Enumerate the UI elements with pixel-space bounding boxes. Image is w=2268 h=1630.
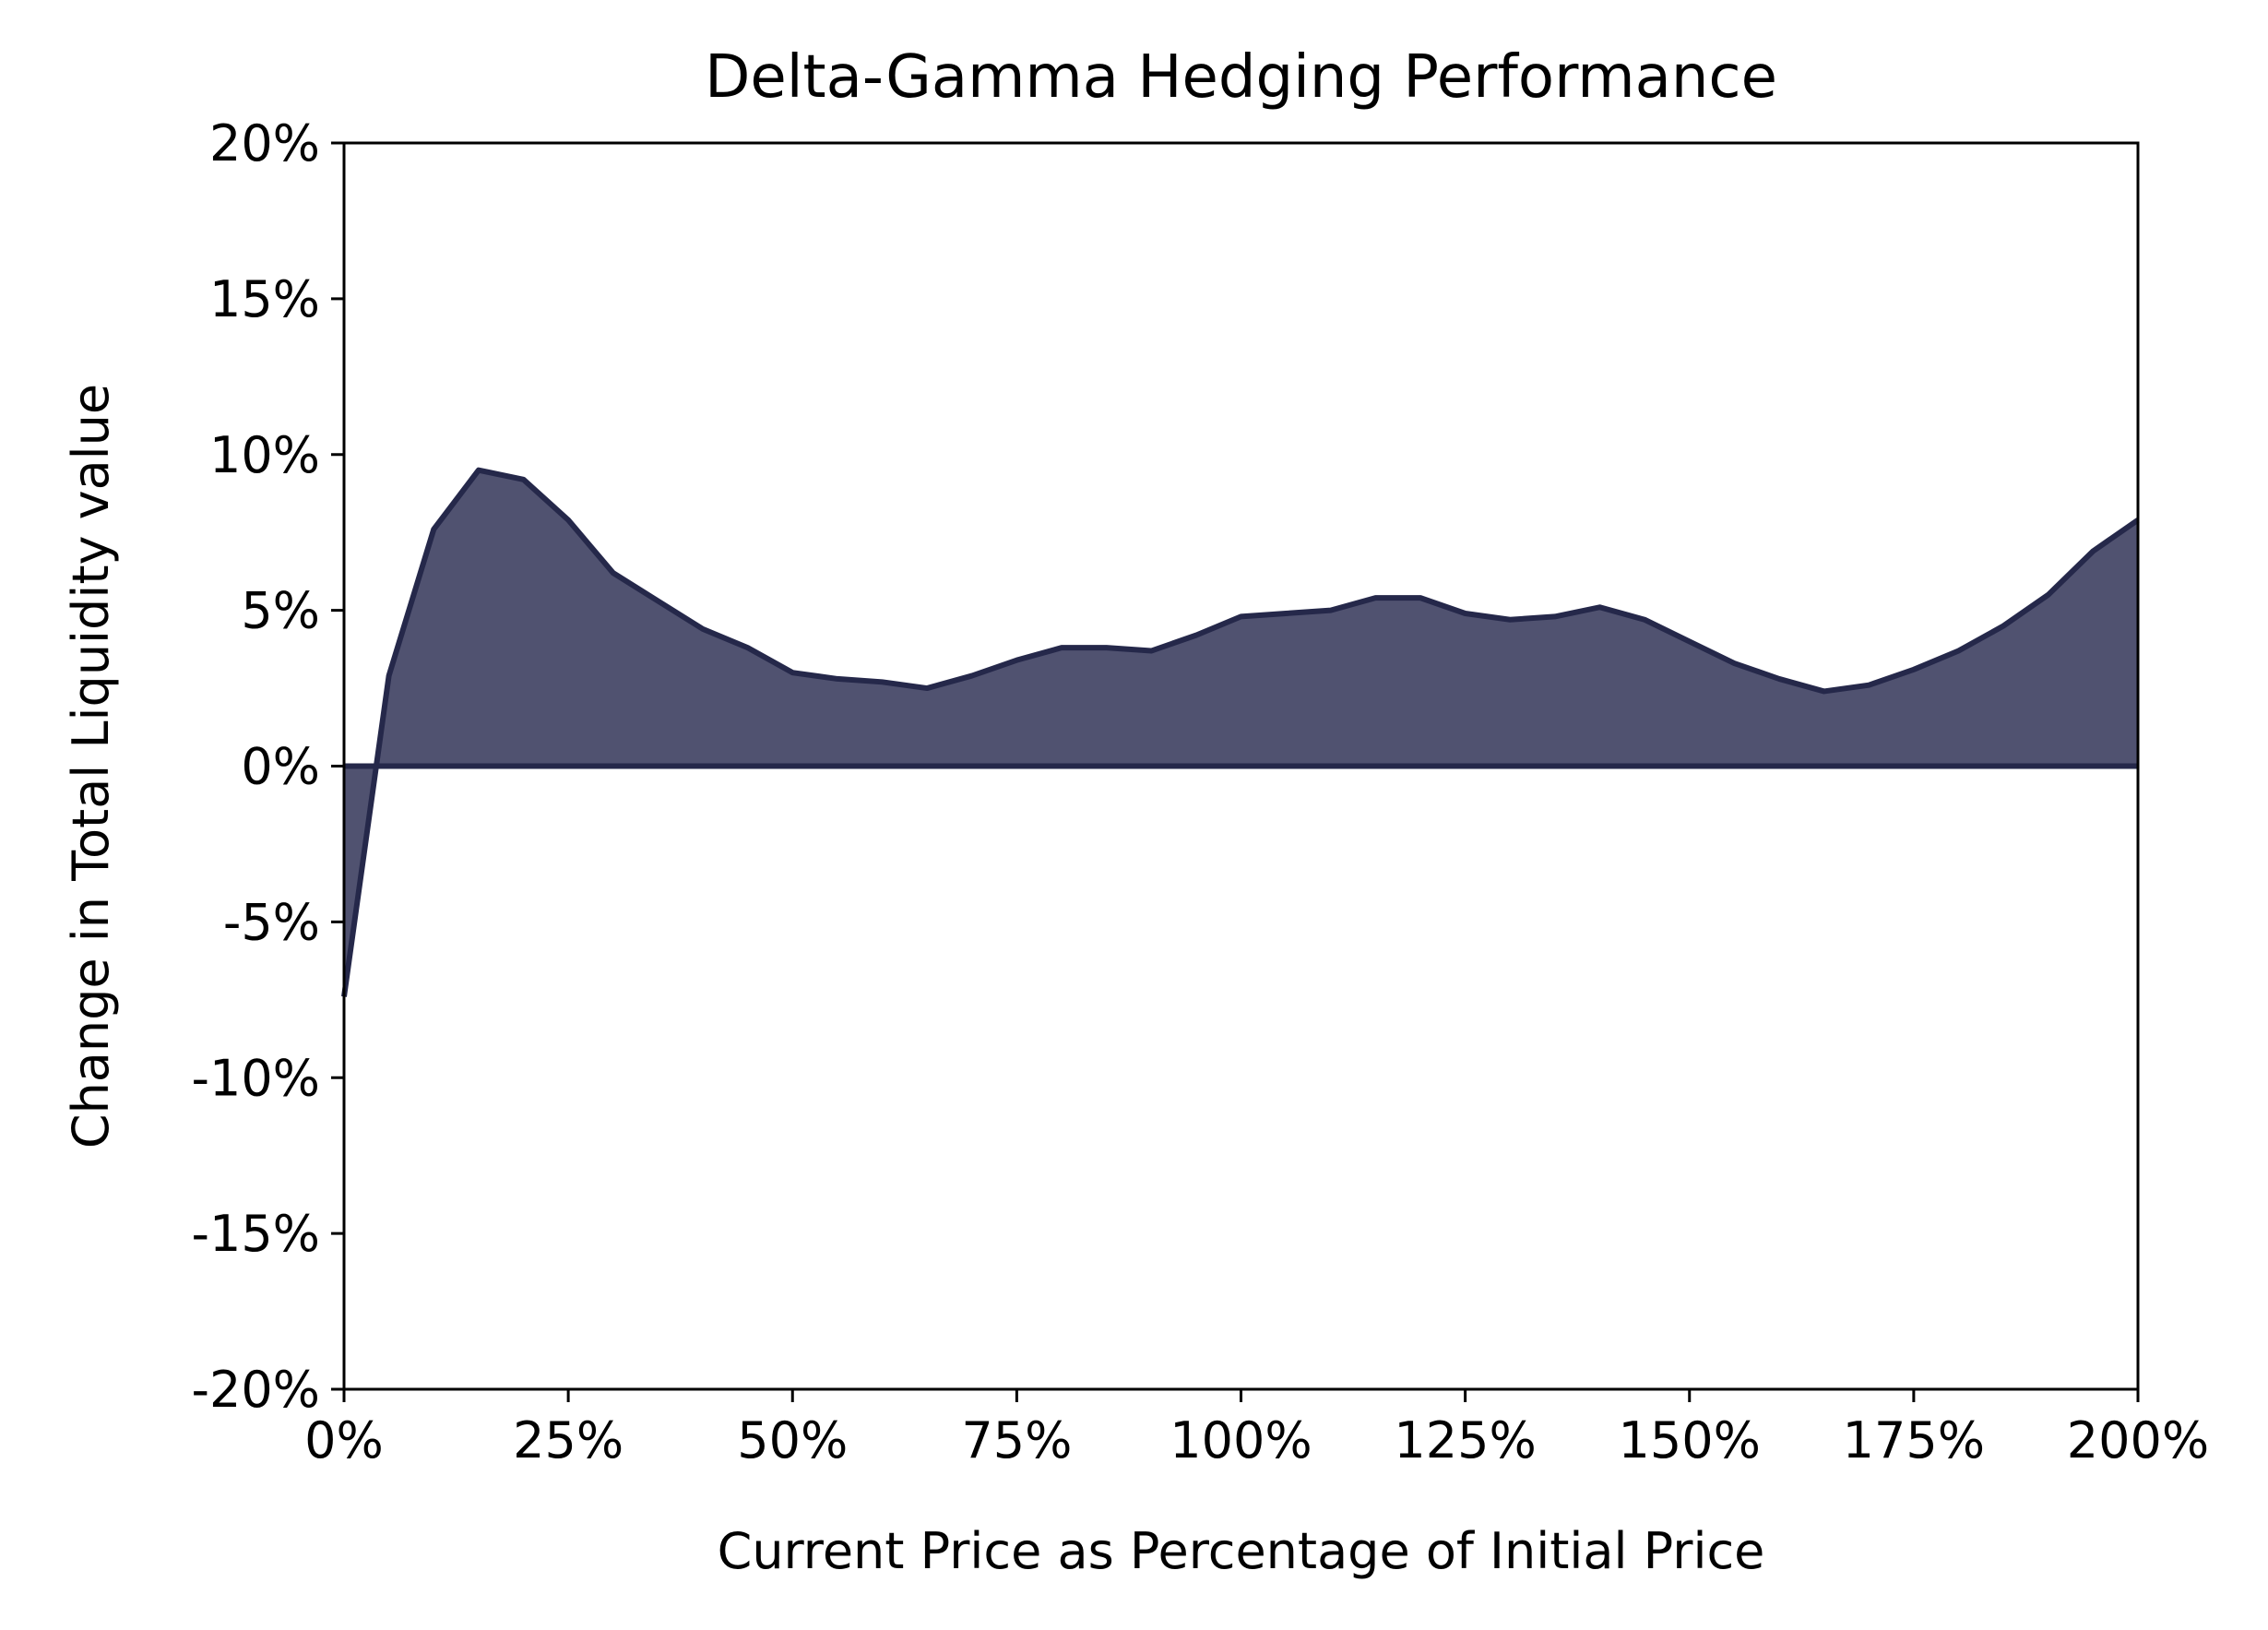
x-tick-label: 150% [1619,1411,1761,1469]
x-tick-label: 125% [1394,1411,1536,1469]
y-tick-label: 15% [209,270,320,328]
x-tick-label: 25% [513,1411,623,1469]
x-tick-label: 0% [304,1411,384,1469]
y-tick-label: 0% [241,738,320,796]
y-tick-label: -10% [191,1049,320,1107]
y-tick-label: -15% [191,1205,320,1263]
x-tick-label: 100% [1170,1411,1312,1469]
x-tick-label: 200% [2067,1411,2209,1469]
y-tick-label: -20% [191,1361,320,1419]
chart-title: Delta-Gamma Hedging Performance [705,43,1777,112]
y-tick-label: 20% [209,114,320,173]
x-tick-label: 75% [961,1411,1072,1469]
y-tick-label: 10% [209,426,320,484]
x-axis-label: Current Price as Percentage of Initial P… [718,1522,1765,1580]
y-tick-label: 5% [241,582,320,640]
y-axis-label: Change in Total Liquidity value [62,384,120,1148]
x-tick-label: 175% [1843,1411,1985,1469]
y-tick-label: -5% [223,893,320,951]
x-tick-label: 50% [737,1411,848,1469]
